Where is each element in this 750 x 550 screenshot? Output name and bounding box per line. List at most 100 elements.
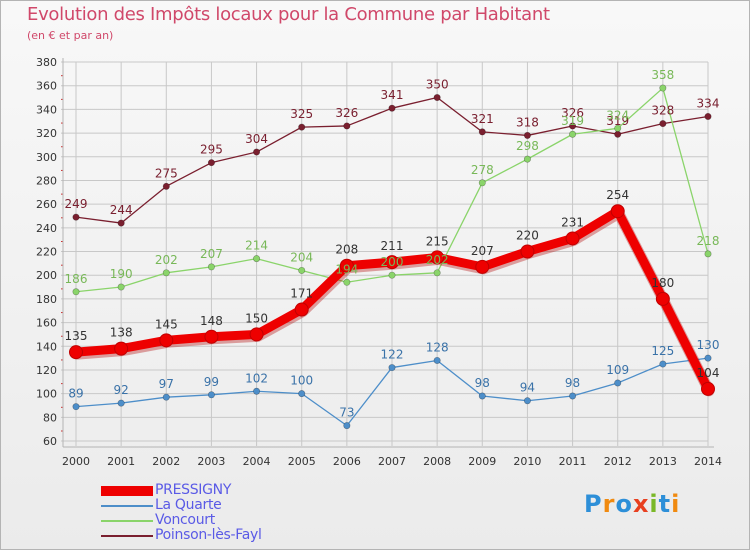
data-label-la-quarte: 92 (114, 383, 129, 397)
x-tick-label: 2000 (62, 455, 90, 468)
data-point-poinson-l-s-fayl (704, 112, 712, 120)
data-point-poinson-l-s-fayl (162, 182, 170, 190)
data-point-la-quarte (72, 403, 80, 411)
y-tick-label: 280 (36, 174, 57, 187)
data-label-la-quarte: 109 (606, 363, 629, 377)
y-tick-label: 160 (36, 317, 57, 330)
data-point-pressigny (430, 250, 445, 265)
x-tick-label: 2004 (243, 455, 271, 468)
legend-label: PRESSIGNY (155, 482, 232, 498)
data-point-pressigny (339, 258, 354, 273)
data-label-pressigny: 231 (561, 215, 584, 229)
data-label-voncourt: 319 (561, 114, 584, 128)
data-label-la-quarte: 130 (697, 338, 720, 352)
data-point-voncourt (478, 179, 486, 187)
y-tick-label: 340 (36, 103, 57, 116)
legend-label: Voncourt (155, 512, 215, 528)
data-label-poinson-l-s-fayl: 325 (290, 107, 313, 121)
y-tick-label: 60 (43, 435, 57, 448)
data-label-poinson-l-s-fayl: 304 (245, 132, 268, 146)
data-point-poinson-l-s-fayl (388, 104, 396, 112)
data-point-poinson-l-s-fayl (569, 122, 577, 130)
data-label-poinson-l-s-fayl: 295 (200, 143, 223, 157)
x-tick-label: 2013 (649, 455, 677, 468)
data-point-poinson-l-s-fayl (117, 219, 125, 227)
data-point-pressigny (249, 327, 264, 342)
y-tick-label: 200 (36, 269, 57, 282)
data-label-pressigny: 138 (110, 326, 133, 340)
data-point-poinson-l-s-fayl (343, 122, 351, 130)
y-tick-label: 260 (36, 198, 57, 211)
data-label-pressigny: 215 (426, 234, 449, 248)
data-point-la-quarte (569, 392, 577, 400)
data-label-poinson-l-s-fayl: 341 (381, 88, 404, 102)
data-label-pressigny: 104 (697, 366, 720, 380)
data-label-la-quarte: 122 (381, 348, 404, 362)
x-tick-label: 2005 (288, 455, 316, 468)
data-point-pressigny (204, 329, 219, 344)
data-point-voncourt (72, 288, 80, 296)
legend-swatch (101, 520, 153, 522)
data-point-voncourt (704, 250, 712, 258)
legend-label: La Quarte (155, 497, 222, 513)
x-tick-label: 2009 (468, 455, 496, 468)
x-tick-label: 2001 (107, 455, 135, 468)
data-point-voncourt (253, 255, 261, 263)
data-point-voncourt (162, 269, 170, 277)
series-group (69, 84, 715, 430)
data-label-la-quarte: 94 (520, 381, 535, 395)
y-tick-label: 180 (36, 293, 57, 306)
data-label-pressigny: 208 (335, 243, 358, 257)
axes: 60 80 100 120 140 160 180 200 220 240 260 280 300 320… (36, 56, 722, 468)
data-label-la-quarte: 98 (565, 376, 580, 390)
data-point-voncourt (388, 271, 396, 279)
data-point-pressigny (565, 231, 580, 246)
logo-letter: i (649, 490, 659, 518)
data-point-voncourt (117, 283, 125, 291)
data-label-voncourt: 202 (426, 253, 449, 267)
data-point-poinson-l-s-fayl (659, 120, 667, 128)
logo-letter: i (671, 490, 681, 518)
legend-label: Poinson-lès-Fayl (155, 527, 262, 543)
chart-subtitle: (en € et par an) (27, 29, 114, 42)
data-point-pressigny (475, 259, 490, 274)
x-tick-label: 2010 (513, 455, 541, 468)
y-tick-label: 300 (36, 151, 57, 164)
legend-swatch (101, 486, 153, 496)
data-point-la-quarte (298, 390, 306, 398)
y-tick-label: 320 (36, 127, 57, 140)
data-label-la-quarte: 100 (290, 374, 313, 388)
data-label-pressigny: 145 (155, 317, 178, 331)
data-point-la-quarte (523, 397, 531, 405)
data-point-la-quarte (207, 391, 215, 399)
legend-swatch (101, 505, 153, 507)
chart-title: Evolution des Impôts locaux pour la Comm… (27, 4, 550, 25)
data-label-poinson-l-s-fayl: 326 (561, 106, 584, 120)
data-point-la-quarte (614, 379, 622, 387)
data-label-voncourt: 207 (200, 247, 223, 261)
data-label-pressigny: 220 (516, 229, 539, 243)
data-label-voncourt: 324 (606, 108, 629, 122)
data-point-voncourt (433, 269, 441, 277)
data-point-poinson-l-s-fayl (253, 148, 261, 156)
data-label-voncourt: 186 (65, 272, 88, 286)
data-label-poinson-l-s-fayl: 318 (516, 115, 539, 129)
data-point-poinson-l-s-fayl (523, 131, 531, 139)
data-label-poinson-l-s-fayl: 249 (65, 197, 88, 211)
data-point-pressigny (655, 291, 670, 306)
data-point-poinson-l-s-fayl (207, 159, 215, 167)
data-label-pressigny: 211 (381, 239, 404, 253)
y-tick-label: 80 (43, 411, 57, 424)
logo-letter: t (658, 490, 672, 518)
data-label-voncourt: 358 (651, 68, 674, 82)
data-label-pressigny: 150 (245, 311, 268, 325)
legend-swatch (101, 535, 153, 537)
data-label-la-quarte: 73 (339, 406, 354, 420)
x-tick-label: 2011 (559, 455, 587, 468)
data-point-pressigny (520, 244, 535, 259)
logo-letter: o (615, 490, 633, 518)
data-point-la-quarte (162, 393, 170, 401)
